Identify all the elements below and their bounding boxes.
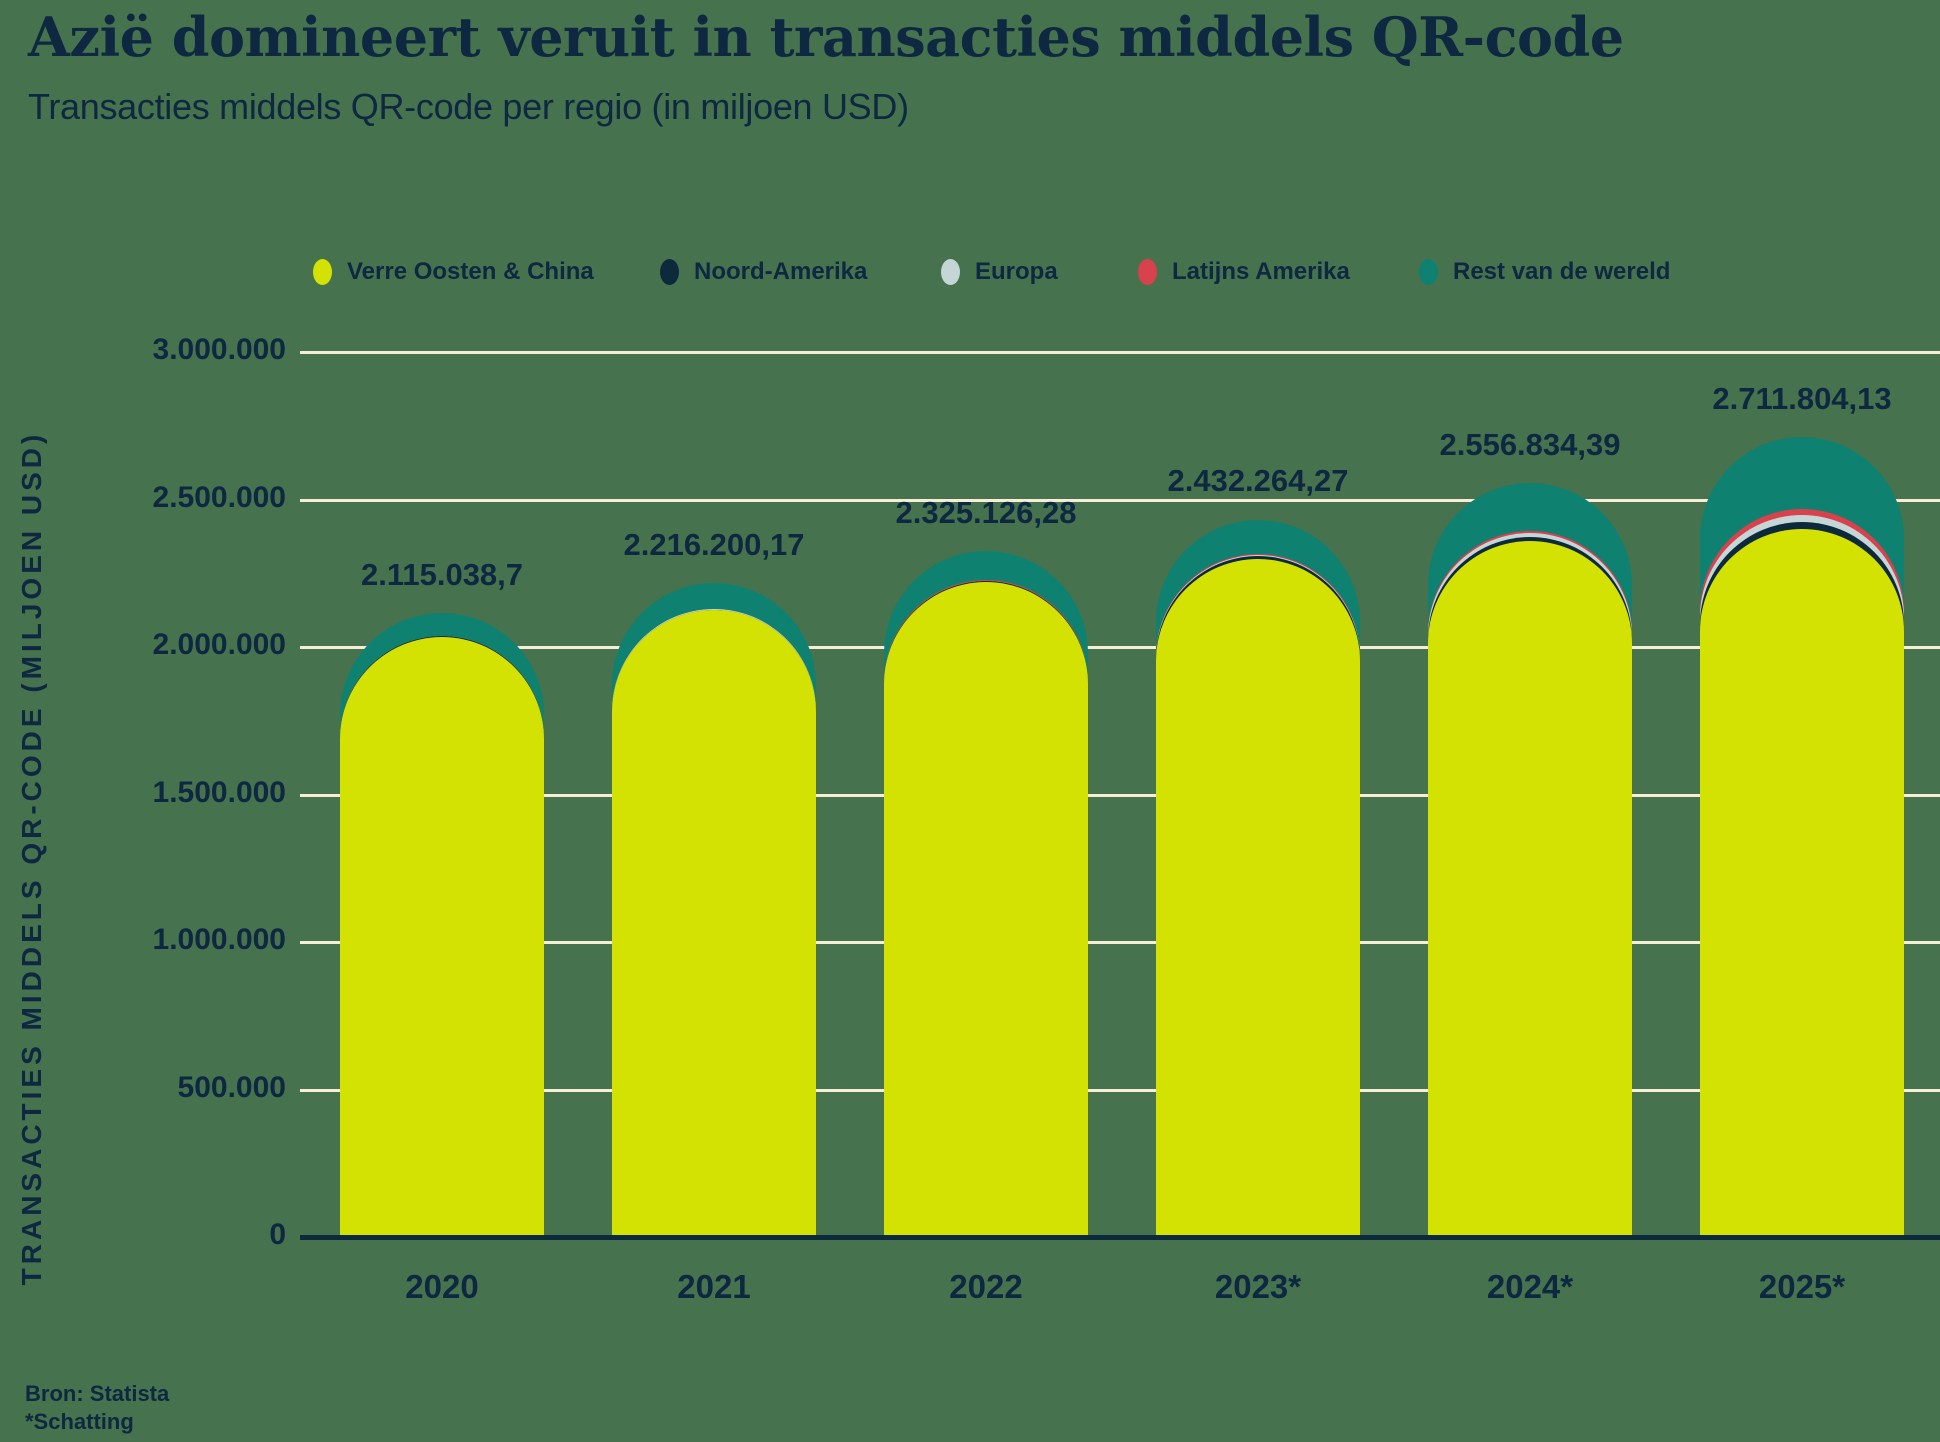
y-tick-label: 1.000.000 [152, 923, 286, 956]
x-tick-label: 2023* [1214, 1268, 1302, 1305]
gridline [300, 351, 1940, 354]
source-attribution: Bron: Statista [25, 1381, 170, 1406]
bar-total-label: 2.711.804,13 [1712, 381, 1892, 416]
legend-item: Europa [941, 256, 1058, 288]
y-tick-label: 2.000.000 [152, 628, 286, 661]
legend-color-dot-icon [660, 259, 679, 285]
x-tick-label: 2025* [1758, 1268, 1846, 1305]
bar-segment-2021-verre-oosten-china [612, 610, 816, 1237]
bar-total-label: 2.325.126,28 [895, 495, 1077, 530]
gridline [300, 499, 1940, 502]
legend-item: Verre Oosten & China [313, 256, 594, 288]
bar-segment-2025-verre-oosten-china [1700, 529, 1904, 1237]
bar-total-label: 2.115.038,7 [360, 557, 524, 592]
bar-total-label: 2.216.200,17 [623, 527, 805, 562]
y-axis-title: TRANSACTIES MIDDELS QR-CODE (MILJOEN USD… [16, 430, 47, 1286]
legend-label: Rest van de wereld [1453, 258, 1671, 285]
legend-label: Verre Oosten & China [347, 258, 594, 285]
x-axis-line [300, 1235, 1940, 1240]
gridline [300, 1089, 1940, 1092]
x-tick-label: 2021 [677, 1268, 751, 1305]
gridline [300, 794, 1940, 797]
legend-item: Latijns Amerika [1138, 256, 1350, 288]
page-title: Azië domineert veruit in transacties mid… [28, 5, 1624, 69]
x-tick-label: 2024* [1486, 1268, 1574, 1305]
bar-total-label: 2.432.264,27 [1167, 463, 1349, 498]
page-subtitle: Transacties middels QR-code per regio (i… [28, 86, 909, 127]
x-tick-label: 2020 [405, 1268, 479, 1305]
bar-segment-2024-verre-oosten-china [1428, 540, 1632, 1237]
legend-color-dot-icon [1419, 259, 1438, 285]
bar-total-label: 2.556.834,39 [1439, 427, 1621, 462]
gridline [300, 646, 1940, 649]
legend-item: Rest van de wereld [1419, 256, 1670, 288]
bar-segment-2022-verre-oosten-china [884, 582, 1088, 1237]
legend-color-dot-icon [1138, 259, 1157, 285]
y-tick-label: 0 [269, 1218, 286, 1251]
bar-segment-2023-verre-oosten-china [1156, 558, 1360, 1237]
legend-label: Noord-Amerika [694, 258, 868, 285]
y-tick-label: 1.500.000 [152, 776, 286, 809]
legend-color-dot-icon [313, 259, 332, 285]
y-tick-label: 3.000.000 [152, 333, 286, 366]
legend-label: Europa [975, 258, 1058, 285]
legend-label: Latijns Amerika [1172, 258, 1350, 285]
x-tick-label: 2022 [949, 1268, 1023, 1305]
estimate-footnote: *Schatting [25, 1409, 134, 1434]
legend-color-dot-icon [941, 259, 960, 285]
y-tick-label: 2.500.000 [152, 481, 286, 514]
y-tick-label: 500.000 [177, 1071, 286, 1104]
gridline [300, 941, 1940, 944]
legend-item: Noord-Amerika [660, 256, 867, 288]
bar-segment-2020-verre-oosten-china [340, 636, 544, 1237]
